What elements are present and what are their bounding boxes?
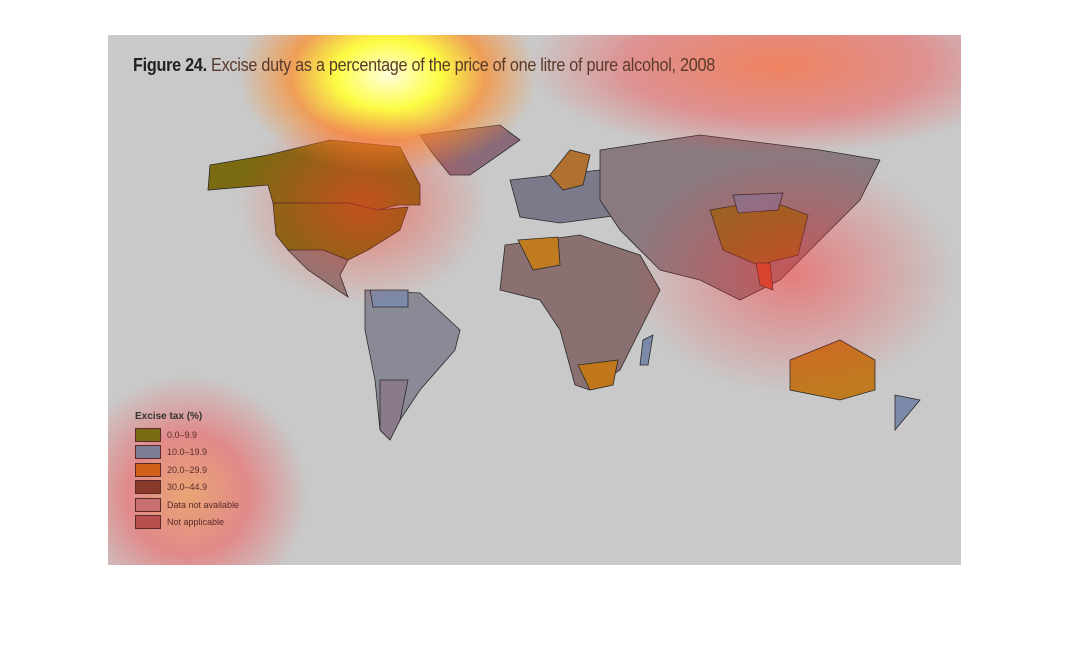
map-figure: Figure 24. Excise duty as a percentage o… [108,35,961,565]
country-south-africa [577,359,619,391]
figure-label: Figure 24. [133,55,207,75]
country-australia [789,339,876,401]
legend-label: Data not available [167,499,240,510]
legend-item: 10.0–19.9 [135,444,239,462]
legend-label: 20.0–29.9 [167,464,208,475]
legend-swatch [135,515,161,530]
country-mexico [287,249,349,299]
legend-label: 30.0–44.9 [167,482,208,493]
legend-swatch [135,462,161,477]
legend-item: 0.0–9.9 [135,426,239,444]
legend-swatch [135,480,161,495]
country-canada [207,139,421,211]
country-argentina-chile [379,379,409,441]
legend-item: 30.0–44.9 [135,479,239,497]
legend-title: Excise tax (%) [135,411,203,422]
country-greenland [419,124,521,176]
legend-item: Data not available [135,496,239,514]
legend-item: Not applicable [135,514,239,532]
legend-label: Not applicable [167,517,225,528]
region-south-america [364,289,461,441]
legend-item: 20.0–29.9 [135,461,239,479]
legend-label: 10.0–19.9 [167,447,208,458]
country-new-zealand [894,394,921,432]
country-algeria [517,236,561,271]
figure-title-text: Excise duty as a percentage of the price… [211,55,715,75]
legend-swatch [135,427,161,442]
country-madagascar [639,334,654,366]
legend-swatch [135,445,161,460]
country-venezuela [369,289,409,308]
legend-label: 0.0–9.9 [167,429,198,440]
country-mongolia [732,192,784,214]
map-legend: Excise tax (%) 0.0–9.9 10.0–19.9 20.0–29… [135,411,239,531]
legend-swatch [135,497,161,512]
figure-title: Figure 24. Excise duty as a percentage o… [133,55,715,76]
